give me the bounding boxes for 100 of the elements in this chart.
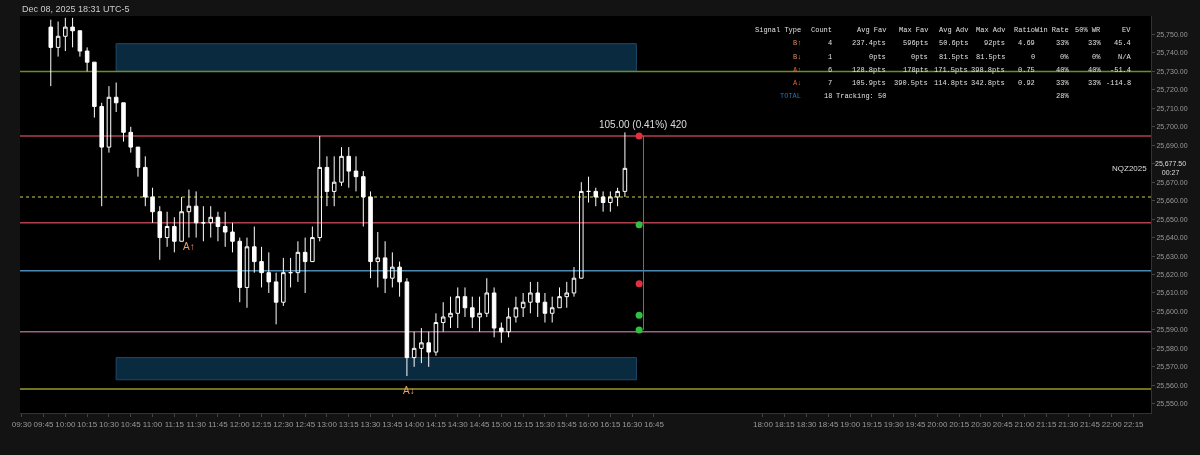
candlestick (600, 190, 606, 213)
candlestick (266, 251, 272, 294)
candlestick (121, 102, 126, 143)
x-tick-label: 10:15 (77, 419, 98, 429)
candlestick (491, 286, 497, 338)
candlestick (99, 102, 104, 207)
annotation: A↓ (403, 385, 415, 396)
x-tick-label: 22:00 (1101, 419, 1123, 429)
candlestick (186, 189, 192, 239)
candlestick (390, 251, 395, 288)
x-tick-label: 16:15 (600, 419, 621, 429)
candlestick (179, 196, 184, 242)
x-tick-label: 18:00 (752, 419, 774, 429)
x-tick-label: 11:30 (186, 419, 207, 429)
candlestick (63, 17, 68, 52)
candlestick (128, 126, 134, 154)
x-tick-label: 18:15 (774, 419, 796, 429)
candlestick (411, 331, 417, 368)
x-tick-label: 11:15 (164, 419, 185, 429)
candlestick (470, 296, 475, 329)
x-tick-label: 18:30 (796, 419, 818, 429)
candlestick (237, 237, 243, 303)
x-tick-label: 15:45 (556, 419, 578, 429)
candlestick (586, 176, 591, 203)
candlestick (92, 61, 97, 119)
candlestick (310, 226, 315, 263)
candlestick (382, 240, 388, 294)
candlestick (593, 187, 599, 207)
candlestick (273, 272, 279, 325)
point (635, 221, 643, 229)
x-tick-label: 18:45 (818, 419, 839, 429)
candlestick (549, 296, 555, 324)
x-tick-label: 19:00 (840, 419, 861, 429)
x-tick-label: 12:00 (229, 419, 251, 429)
x-tick-label: 20:15 (949, 419, 970, 429)
text: Dec 08, 2025 18:31 UTC-5 (22, 4, 130, 14)
candlestick (157, 205, 163, 261)
candlestick (368, 190, 373, 279)
candlestick (477, 296, 482, 333)
candlestick (70, 17, 75, 48)
x-tick-label: 13:45 (382, 419, 403, 429)
x-tick-label: 14:15 (425, 419, 447, 429)
point (635, 326, 643, 334)
x-tick-label: 11:00 (142, 419, 163, 429)
candlestick (215, 211, 221, 242)
candlestick (571, 266, 577, 298)
x-tick-label: 10:30 (98, 419, 120, 429)
candlestick (375, 231, 381, 288)
x-tick-label: 16:30 (622, 419, 643, 429)
x-tick-label: 19:45 (905, 419, 927, 429)
x-tick-label: 14:00 (404, 419, 425, 429)
x-tick-label: 09:45 (33, 419, 55, 429)
candlestick (484, 277, 490, 318)
candlestick (361, 170, 366, 227)
x-tick-label: 21:00 (1014, 419, 1036, 429)
candlestick (622, 131, 628, 198)
candlestick (557, 286, 562, 309)
candlestick (448, 296, 453, 329)
x-tick-label: 12:45 (295, 419, 316, 429)
x-tick-label: 10:45 (120, 419, 142, 429)
point (635, 280, 643, 288)
candlestick (528, 281, 533, 314)
x-tick-label: 19:30 (883, 419, 905, 429)
candlestick (564, 281, 570, 309)
candlestick (252, 226, 257, 274)
x-tick-label: 16:45 (643, 419, 665, 429)
x-tick-label: 15:15 (513, 419, 534, 429)
annotation: A↑ (183, 241, 195, 252)
x-tick-label: 13:00 (316, 419, 338, 429)
candlestick (317, 135, 322, 242)
candlestick (201, 205, 206, 242)
x-tick-label: 20:45 (992, 419, 1014, 429)
candlestick (579, 181, 584, 279)
annotation: NQZ2025 (1112, 164, 1148, 173)
x-tick-label: 15:30 (534, 419, 556, 429)
x-tick-label: 13:15 (338, 419, 360, 429)
candlestick (542, 292, 548, 324)
candlestick (135, 146, 141, 178)
candlestick (172, 216, 177, 253)
x-tick-label: 19:15 (861, 419, 883, 429)
candlestick (281, 257, 286, 307)
x-tick-label: 20:00 (927, 419, 948, 429)
candlestick (520, 292, 526, 318)
x-tick-label: 16:00 (578, 419, 600, 429)
candlestick (462, 286, 468, 318)
candlestick (164, 211, 170, 248)
candlestick (426, 331, 431, 368)
candlestick (506, 307, 511, 338)
x-tick-label: 12:15 (251, 419, 273, 429)
candlestick (324, 155, 330, 207)
candlestick (440, 301, 446, 333)
x-tick-label: 10:00 (55, 419, 76, 429)
x-tick-label: 15:00 (491, 419, 512, 429)
x-tick-label: 12:30 (273, 419, 294, 429)
x-tick-label: 21:45 (1079, 419, 1101, 429)
candlestick (339, 146, 344, 187)
candlestick (55, 21, 61, 58)
candlestick (331, 155, 337, 207)
candlestick (608, 190, 613, 213)
x-tick-label: 09:30 (11, 419, 33, 429)
